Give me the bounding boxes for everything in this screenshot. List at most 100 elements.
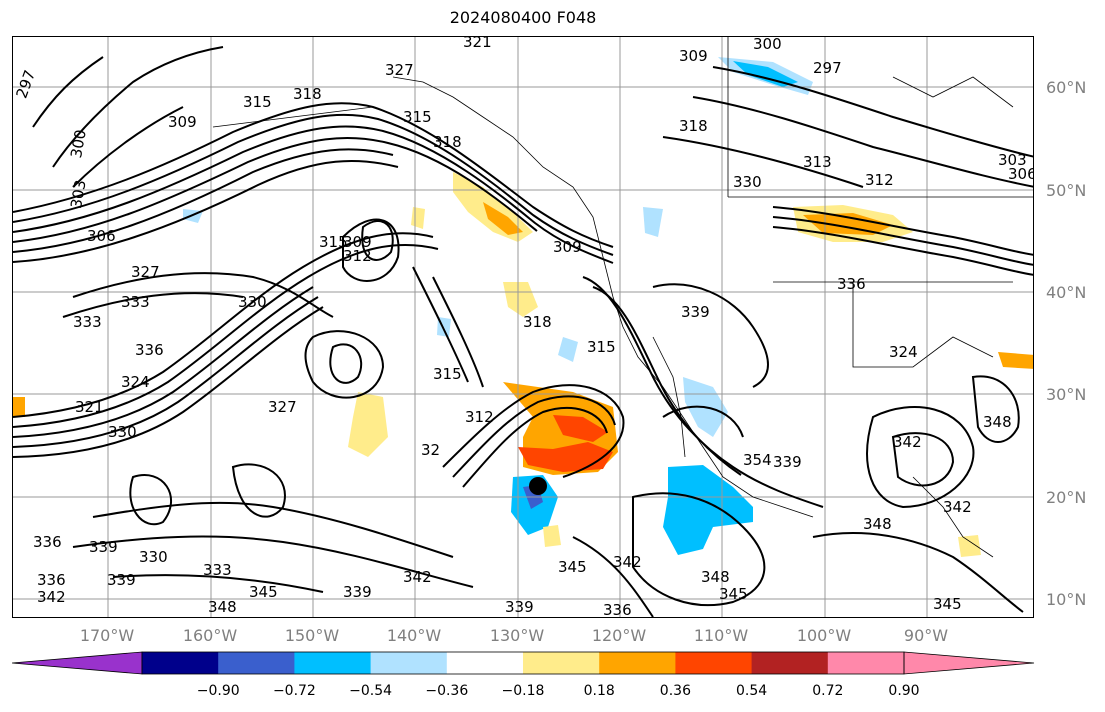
contour-label: 336 [603,601,632,618]
colorbar-segment [142,652,219,674]
contour-label: 342 [943,498,972,516]
contour-label: 342 [37,588,66,606]
contour-label: 324 [121,373,150,391]
contour-label: 312 [343,247,372,265]
contour-label: 315 [587,338,616,356]
colorbar-segment [599,652,676,674]
contour-label: 342 [403,568,432,586]
contour-label: 315 [403,108,432,126]
contour-label: 297 [13,68,39,101]
colorbar-segment [370,652,448,674]
contour-label: 333 [203,561,232,579]
storm-center-marker [529,477,547,495]
contour-label: 339 [505,598,534,616]
colorbar-segment [751,652,829,674]
colorbar-border [141,651,905,675]
contour-label: 309 [553,238,582,256]
contour-label: 348 [863,515,892,533]
contour-label: 333 [73,313,102,331]
contour-label: 336 [37,571,66,589]
contour-map: 297 321 327 309 300 297 318 315 309 318 … [13,37,1034,618]
lat-label: 60°N [1046,78,1087,97]
colorbar-tick-label: 0.90 [888,683,920,699]
colorbar-segment [827,652,905,674]
contour-label: 315 [243,93,272,111]
colorbar-tick-label: 0.54 [736,683,768,699]
contour-label: 336 [135,341,164,359]
contour-label: 342 [613,553,642,571]
lon-label: 130°W [489,626,545,645]
lon-label: 160°W [182,626,238,645]
contour-label: 330 [108,423,137,441]
contour-label: 342 [893,433,922,451]
colorbar-segment [446,652,524,674]
colorbar-segment [294,652,372,674]
contour-label: 327 [385,61,414,79]
lon-label: 90°W [903,626,949,645]
lat-label: 30°N [1046,385,1087,404]
coastlines [212,37,1033,558]
colorbar-segment [903,651,1035,675]
colorbar [12,651,1035,675]
contour-label: 300 [753,37,782,53]
contour-label: 339 [773,453,802,471]
contour-label: 339 [89,538,118,556]
contour-label: 330 [238,293,267,311]
contour-label: 345 [933,595,962,613]
map-title: 2024080400 F048 [449,8,597,27]
contour-label: 313 [803,153,832,171]
contour-label: 306 [1008,165,1034,183]
colorbar-tick-label: −0.54 [349,683,393,699]
contour-label: 339 [107,571,136,589]
lon-label: 140°W [386,626,442,645]
contour-lines [13,46,1033,617]
lon-label: 170°W [79,626,135,645]
lat-label: 40°N [1046,283,1087,302]
lat-label: 20°N [1046,488,1087,507]
contour-label: 348 [208,598,237,616]
contour-label: 32 [421,441,440,459]
contour-label: 330 [733,173,762,191]
colorbar-tick-label: 0.18 [583,683,615,699]
contour-label: 321 [75,398,104,416]
contour-label: 339 [681,303,710,321]
contour-label: 312 [865,171,894,189]
lat-label: 50°N [1046,181,1087,200]
colorbar-tick-label: 0.36 [659,683,691,699]
colorbar-tick-label: −0.72 [272,683,316,699]
contour-label: 300 [67,128,90,159]
contour-label: 330 [139,548,168,566]
lon-label: 120°W [591,626,647,645]
contour-label: 318 [523,313,552,331]
colorbar-segment [218,652,295,674]
contour-label: 336 [33,533,62,551]
contour-label: 315 [319,233,348,251]
map-panel: 297 321 327 309 300 297 318 315 309 318 … [12,36,1034,618]
contour-label: 318 [679,117,708,135]
contour-label: 327 [131,263,160,281]
contour-label: 315 [433,365,462,383]
contour-label: 297 [813,59,842,77]
lon-label: 150°W [284,626,340,645]
contour-label: 345 [719,585,748,603]
contour-label: 348 [983,413,1012,431]
colorbar-tick-label: −0.18 [501,683,545,699]
shading-layer [13,57,1033,557]
contour-label: 306 [87,227,116,245]
colorbar-tick-label: 0.72 [812,683,844,699]
lat-label: 10°N [1046,590,1087,609]
contour-label: 339 [343,583,372,601]
colorbar-segment [523,652,600,674]
contour-label: 321 [463,37,492,51]
colorbar-segment [675,652,753,674]
contour-label: 303 [67,178,90,209]
contour-label: 309 [679,47,708,65]
colorbar-segments [12,651,1035,675]
contour-label: 309 [168,113,197,131]
contour-label: 312 [465,408,494,426]
contour-label: 309 [343,233,372,251]
contour-label: 303 [998,151,1027,169]
contour-label: 318 [293,85,322,103]
contour-label: 327 [268,398,297,416]
contour-label-group: 297 321 327 309 300 297 318 315 309 318 … [13,37,1034,618]
